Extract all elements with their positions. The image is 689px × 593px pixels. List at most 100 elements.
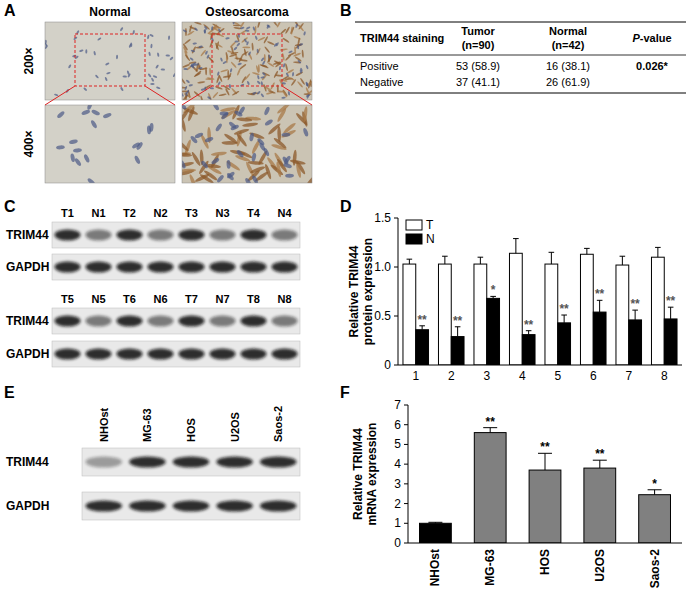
table-cell: Positive xyxy=(360,60,399,72)
nucleus xyxy=(45,45,48,50)
stain xyxy=(256,65,260,73)
stain xyxy=(256,48,261,56)
bar xyxy=(629,320,642,365)
image-frame xyxy=(182,22,312,100)
lane-label: T6 xyxy=(123,293,136,305)
significance: ** xyxy=(417,313,427,327)
lane-label: T8 xyxy=(247,293,260,305)
stain xyxy=(205,78,213,80)
nucleus xyxy=(204,29,206,34)
axis-title: Relative TRIM44mRNA expression xyxy=(351,423,379,526)
table-cell: 53 (58.9) xyxy=(456,60,500,72)
stain xyxy=(197,81,205,84)
nucleus xyxy=(70,153,76,162)
band xyxy=(178,230,204,241)
lane-label: MG-63 xyxy=(141,408,153,442)
nucleus xyxy=(226,160,230,169)
nucleus xyxy=(211,157,221,165)
nucleus xyxy=(135,141,143,150)
nucleus xyxy=(305,65,309,70)
error-cap xyxy=(428,522,442,523)
y-tick xyxy=(404,444,408,445)
lane-label: T1 xyxy=(61,207,74,219)
stain xyxy=(275,161,282,177)
lane-label: T3 xyxy=(185,207,198,219)
table-header: (n=42) xyxy=(552,39,585,51)
error-bar xyxy=(549,252,555,264)
nucleus xyxy=(182,160,187,170)
bar xyxy=(529,470,561,543)
nucleus xyxy=(157,52,160,57)
nucleus xyxy=(203,29,206,34)
stain xyxy=(298,24,305,31)
error-bar xyxy=(478,257,484,264)
table-rule xyxy=(355,93,686,94)
nucleus xyxy=(192,42,197,44)
bar xyxy=(593,312,606,365)
nucleus xyxy=(130,43,132,47)
error-stem xyxy=(586,248,587,254)
stain xyxy=(223,75,231,78)
nucleus xyxy=(90,119,98,129)
stain xyxy=(290,159,306,166)
lane-label: N6 xyxy=(153,293,167,305)
stain xyxy=(194,70,201,76)
nucleus xyxy=(228,121,237,130)
nucleus xyxy=(260,93,264,98)
stain xyxy=(182,77,186,85)
lane-label: N4 xyxy=(277,207,292,219)
y-tick-label: 7 xyxy=(394,398,401,412)
band xyxy=(147,230,173,241)
band xyxy=(178,262,204,273)
stain xyxy=(182,108,190,123)
zoom-line xyxy=(145,86,175,105)
stain xyxy=(241,76,247,84)
nucleus xyxy=(234,110,244,118)
nucleus xyxy=(194,132,204,139)
x-axis xyxy=(408,543,682,544)
nucleus xyxy=(85,49,87,53)
blot-membrane xyxy=(82,448,300,476)
nucleus xyxy=(220,111,229,115)
table-cell: Negative xyxy=(360,76,403,88)
nucleus xyxy=(297,59,302,63)
stain xyxy=(232,91,240,96)
bar xyxy=(416,330,429,365)
lane-label: HOS xyxy=(185,418,197,442)
stain xyxy=(263,36,268,44)
band xyxy=(85,316,111,327)
stain xyxy=(257,22,261,28)
nucleus xyxy=(306,82,309,87)
image-bg xyxy=(182,105,312,183)
error-bar xyxy=(513,239,519,254)
blot-membrane xyxy=(52,308,300,334)
nucleus xyxy=(233,22,235,24)
band xyxy=(85,349,111,360)
nucleus xyxy=(268,54,271,59)
x-tick-label: 7 xyxy=(625,369,632,383)
stain xyxy=(229,53,237,57)
stain xyxy=(211,151,227,157)
band xyxy=(116,316,142,327)
nucleus xyxy=(56,110,65,119)
nucleus xyxy=(303,31,306,36)
nucleus xyxy=(149,123,154,132)
band xyxy=(271,316,297,327)
error-bar xyxy=(632,310,638,320)
y-tick-label: 5 xyxy=(394,437,401,451)
error-cap xyxy=(620,256,626,257)
error-stem xyxy=(551,252,552,264)
x-tick-label: 5 xyxy=(554,369,561,383)
significance: ** xyxy=(559,302,569,316)
axis-title-line: protein expression xyxy=(361,238,375,345)
significance: ** xyxy=(540,440,550,454)
x-tick-label: 1 xyxy=(412,369,419,383)
stain xyxy=(215,43,223,49)
y-tick xyxy=(404,464,408,465)
nucleus xyxy=(86,105,93,110)
y-tick xyxy=(404,405,408,406)
error-bar xyxy=(455,327,461,337)
nucleus xyxy=(79,49,84,52)
y-tick xyxy=(404,523,408,524)
nucleus xyxy=(148,52,151,57)
